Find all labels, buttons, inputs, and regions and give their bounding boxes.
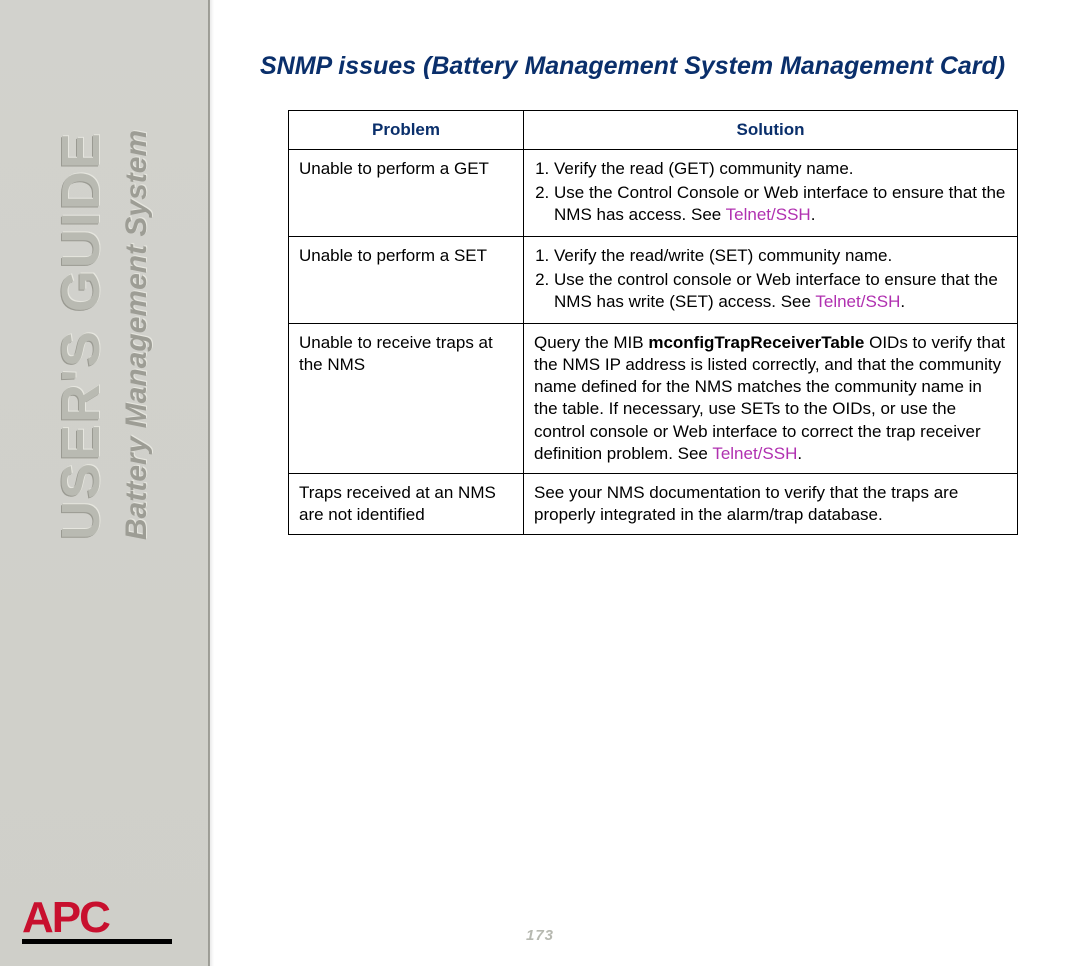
telnet-ssh-link[interactable]: Telnet/SSH (726, 205, 811, 224)
table-row: Unable to perform a GET Verify the read … (289, 149, 1018, 236)
mib-name: mconfigTrapReceiverTable (648, 333, 864, 352)
sidebar: USER'S GUIDE Battery Management System A… (0, 0, 210, 966)
col-header-solution: Solution (524, 110, 1018, 149)
step-text-post: . (811, 205, 816, 224)
solution-cell: See your NMS documentation to verify tha… (524, 473, 1018, 534)
step-text: Verify the read (GET) community name. (554, 159, 854, 178)
guide-title: USER'S GUIDE (50, 131, 112, 540)
col-header-problem: Problem (289, 110, 524, 149)
telnet-ssh-link[interactable]: Telnet/SSH (815, 292, 900, 311)
table-row: Unable to perform a SET Verify the read/… (289, 236, 1018, 323)
section-heading: SNMP issues (Battery Management System M… (260, 52, 1030, 82)
sol-text: Query the MIB (534, 333, 648, 352)
sidebar-title-vertical: USER'S GUIDE (50, 131, 112, 540)
step-text-post: . (900, 292, 905, 311)
table-row: Unable to receive traps at the NMS Query… (289, 324, 1018, 474)
solution-cell: Verify the read/write (SET) community na… (524, 236, 1018, 323)
solution-cell: Query the MIB mconfigTrapReceiverTable O… (524, 324, 1018, 474)
problem-cell: Unable to perform a SET (289, 236, 524, 323)
sol-text-post: . (797, 444, 802, 463)
page-number: 173 (0, 927, 1080, 944)
telnet-ssh-link[interactable]: Telnet/SSH (712, 444, 797, 463)
solution-step: Use the Control Console or Web interface… (554, 182, 1007, 226)
main-content: SNMP issues (Battery Management System M… (260, 52, 1030, 535)
problem-cell: Traps received at an NMS are not identif… (289, 473, 524, 534)
troubleshooting-table: Problem Solution Unable to perform a GET… (288, 110, 1018, 535)
solution-cell: Verify the read (GET) community name. Us… (524, 149, 1018, 236)
problem-cell: Unable to perform a GET (289, 149, 524, 236)
step-text: Use the control console or Web interface… (554, 270, 998, 311)
table-row: Traps received at an NMS are not identif… (289, 473, 1018, 534)
solution-step: Verify the read (GET) community name. (554, 158, 1007, 180)
step-text: Verify the read/write (SET) community na… (554, 246, 892, 265)
solution-step: Verify the read/write (SET) community na… (554, 245, 1007, 267)
solution-step: Use the control console or Web interface… (554, 269, 1007, 313)
problem-cell: Unable to receive traps at the NMS (289, 324, 524, 474)
sidebar-subtitle-vertical: Battery Management System (120, 130, 154, 540)
